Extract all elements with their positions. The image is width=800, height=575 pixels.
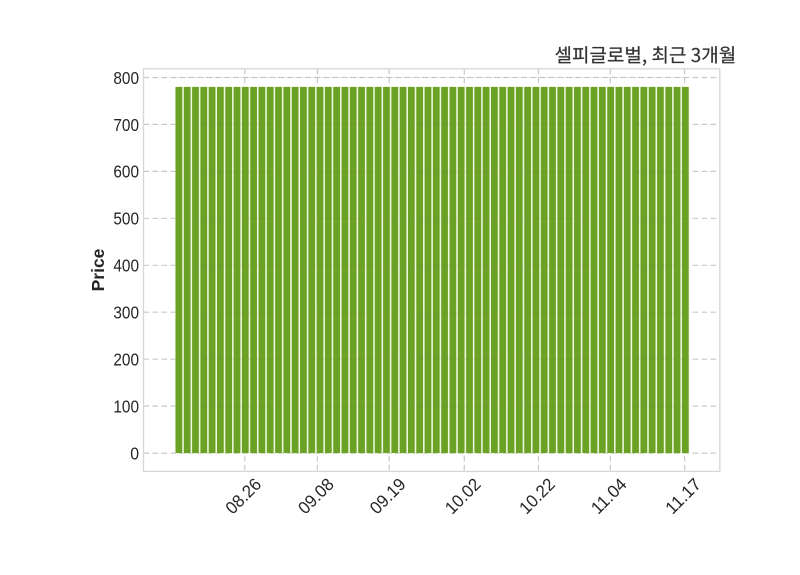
svg-text:600: 600: [113, 162, 139, 182]
svg-text:200: 200: [113, 350, 139, 370]
svg-text:300: 300: [113, 303, 139, 323]
svg-text:100: 100: [113, 397, 139, 417]
svg-text:800: 800: [113, 68, 139, 88]
svg-text:500: 500: [113, 209, 139, 229]
svg-text:Price: Price: [88, 248, 108, 291]
svg-text:0: 0: [130, 443, 139, 463]
svg-text:400: 400: [113, 256, 139, 276]
svg-text:700: 700: [113, 115, 139, 135]
